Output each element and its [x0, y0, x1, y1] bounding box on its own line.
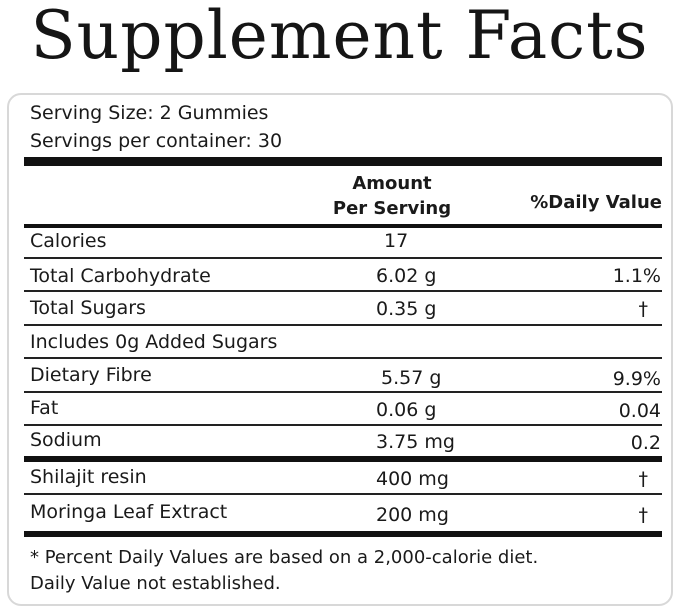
table-row-dv: 0.04 — [618, 400, 661, 422]
table-row-amount: 200 mg — [376, 504, 449, 526]
table-row-name: Total Sugars — [30, 297, 146, 319]
table-row-dv: 0.2 — [630, 432, 661, 454]
table-row-dv: † — [638, 298, 649, 320]
table-row-name: Includes 0g Added Sugars — [30, 331, 278, 353]
footnote-daily-values: * Percent Daily Values are based on a 2,… — [30, 547, 539, 568]
row-divider — [24, 324, 662, 326]
table-row-amount: 5.57 g — [381, 367, 442, 389]
table-row-dv: 9.9% — [612, 368, 661, 390]
thick-divider-bottom — [24, 531, 662, 537]
table-row-name: Shilajit resin — [30, 466, 147, 488]
table-row-amount: 3.75 mg — [376, 431, 455, 453]
table-row-amount: 6.02 g — [376, 265, 437, 287]
row-divider — [24, 357, 662, 359]
table-row-name: Sodium — [30, 429, 102, 451]
row-divider — [24, 493, 662, 495]
row-divider — [24, 391, 662, 393]
row-divider — [24, 257, 662, 259]
daily-value-header: %Daily Value — [530, 192, 662, 213]
table-row-dv: 1.1% — [612, 265, 661, 287]
table-row-amount: 17 — [384, 230, 409, 252]
table-row-amount: 400 mg — [376, 468, 449, 490]
row-divider — [24, 424, 662, 426]
servings-per-container: Servings per container: 30 — [30, 130, 283, 152]
amount-header-line2: Per Serving — [332, 198, 452, 219]
table-row-name: Total Carbohydrate — [30, 265, 211, 287]
table-row-dv: † — [638, 504, 649, 526]
row-divider — [24, 290, 662, 292]
table-row-amount: 0.35 g — [376, 298, 437, 320]
footnote-not-established: Daily Value not established. — [30, 573, 281, 594]
amount-header-line1: Amount — [352, 173, 432, 194]
facts-panel — [7, 93, 673, 606]
table-row-name: Calories — [30, 230, 107, 252]
table-row-amount: 0.06 g — [376, 399, 437, 421]
table-row-name: Moringa Leaf Extract — [30, 501, 228, 523]
table-row-dv: † — [638, 468, 649, 490]
table-row-name: Dietary Fibre — [30, 364, 152, 386]
table-row-name: Fat — [30, 397, 59, 419]
page-title: Supplement Facts — [30, 0, 649, 74]
serving-size: Serving Size: 2 Gummies — [30, 102, 269, 124]
thick-divider-top — [24, 157, 662, 166]
thick-divider-middle — [24, 456, 662, 462]
header-divider — [24, 224, 662, 228]
